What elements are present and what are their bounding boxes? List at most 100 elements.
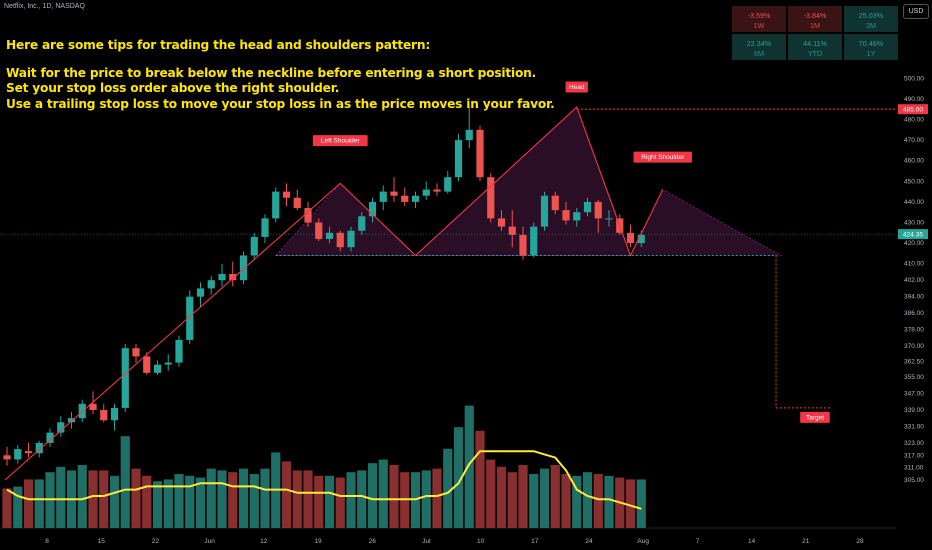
- volume-bar: [346, 472, 356, 528]
- perf-1m[interactable]: -3.84% 1M: [788, 6, 842, 32]
- candle: [562, 201, 570, 225]
- perf-1w[interactable]: -3.59% 1W: [732, 6, 786, 32]
- tips-heading: Here are some tips for trading the head …: [6, 38, 431, 52]
- x-tick-label: 10: [477, 538, 485, 545]
- candle: [282, 183, 291, 207]
- candle-body: [110, 407, 119, 421]
- annotation-label: Left Shoulder: [321, 138, 361, 145]
- volume-bar: [56, 466, 66, 528]
- volume-bar: [152, 481, 163, 528]
- candle-body: [164, 362, 172, 365]
- candle-body: [390, 191, 398, 196]
- volume-bar: [507, 472, 517, 528]
- candle-body: [487, 177, 495, 219]
- volume-bar: [2, 488, 12, 528]
- candle: [175, 335, 183, 367]
- currency-button[interactable]: USD: [903, 4, 929, 19]
- candle-body: [304, 208, 312, 223]
- candle: [325, 226, 334, 244]
- volume-bar: [582, 472, 593, 528]
- candle-body: [508, 226, 516, 235]
- candle: [626, 224, 635, 248]
- y-tick-label: 323.00: [904, 440, 924, 447]
- y-tick-label: 440.00: [904, 199, 924, 206]
- candle-body: [551, 195, 559, 211]
- y-tick-label: 420.00: [904, 240, 924, 247]
- y-tick-label: 378.00: [904, 327, 924, 334]
- candle: [110, 403, 119, 431]
- x-tick-label: Jun: [204, 538, 215, 545]
- candle-body: [282, 191, 291, 198]
- candle: [540, 191, 549, 231]
- volume-bar: [206, 468, 216, 528]
- volume-bar: [367, 463, 378, 528]
- candle-body: [57, 422, 65, 433]
- candle-body: [476, 129, 484, 178]
- candle: [196, 282, 205, 307]
- y-tick-label: 370.00: [904, 343, 924, 350]
- x-tick-label: 19: [314, 538, 322, 545]
- candle: [250, 232, 258, 260]
- candle-body: [530, 226, 538, 256]
- candle-body: [24, 451, 33, 454]
- candle: [132, 344, 140, 363]
- candle: [315, 218, 323, 242]
- x-tick-label: 21: [802, 538, 810, 545]
- x-tick-label: 17: [531, 538, 539, 545]
- tips-annotation: Here are some tips for trading the head …: [6, 38, 555, 112]
- candle: [519, 226, 527, 260]
- candle-body: [207, 280, 215, 289]
- candle-body: [186, 296, 194, 340]
- volume-bar: [561, 474, 571, 528]
- candle-body: [229, 274, 237, 281]
- perf-6m[interactable]: 22.34% 6M: [732, 34, 786, 60]
- candle-body: [46, 432, 54, 443]
- volume-bar: [109, 475, 120, 528]
- y-tick-label: 355.00: [904, 374, 924, 381]
- perf-3m[interactable]: 25.03% 3M: [844, 6, 898, 32]
- candle-body: [315, 222, 323, 239]
- y-tick-label: 402.00: [904, 277, 924, 284]
- candle-body: [132, 348, 140, 357]
- candle: [347, 226, 355, 252]
- volume-bar: [163, 479, 173, 528]
- y-tick-label: 305.00: [904, 477, 924, 484]
- volume-bar: [625, 479, 636, 528]
- candle-body: [433, 189, 441, 192]
- candle-body: [67, 418, 76, 423]
- volume-bar: [260, 468, 270, 528]
- candle-body: [14, 449, 22, 460]
- volume-bar: [23, 479, 34, 528]
- price-tag-bg: [898, 229, 928, 240]
- candle: [3, 447, 11, 466]
- candle-body: [358, 216, 366, 231]
- annotation-label-bg: [800, 411, 830, 423]
- candle-body: [594, 201, 602, 219]
- perf-ytd[interactable]: 44.11% YTD: [788, 34, 842, 60]
- tip-line-2: Set your stop loss order above the right…: [6, 81, 340, 95]
- candle-body: [3, 455, 11, 460]
- volume-bar: [475, 430, 485, 528]
- perf-1y[interactable]: 70.46% 1Y: [844, 34, 898, 60]
- candle: [401, 187, 409, 207]
- candle: [508, 210, 516, 248]
- candle: [379, 185, 387, 211]
- candle-body: [583, 201, 592, 213]
- candle: [444, 171, 452, 194]
- volume-bar: [496, 466, 507, 528]
- candle: [573, 208, 581, 227]
- x-tick-label: 22: [152, 538, 160, 545]
- y-tick-label: 339.00: [904, 407, 924, 414]
- candle: [239, 251, 248, 285]
- annotation-label-bg: [633, 151, 692, 163]
- candle: [551, 191, 559, 215]
- candle: [229, 261, 237, 287]
- volume-bar: [529, 474, 539, 528]
- volume-bar: [357, 470, 367, 528]
- x-tick-label: 14: [748, 538, 756, 545]
- candle: [465, 107, 473, 149]
- candle-body: [411, 195, 420, 202]
- volume-bar: [228, 472, 238, 528]
- candle-body: [153, 364, 162, 373]
